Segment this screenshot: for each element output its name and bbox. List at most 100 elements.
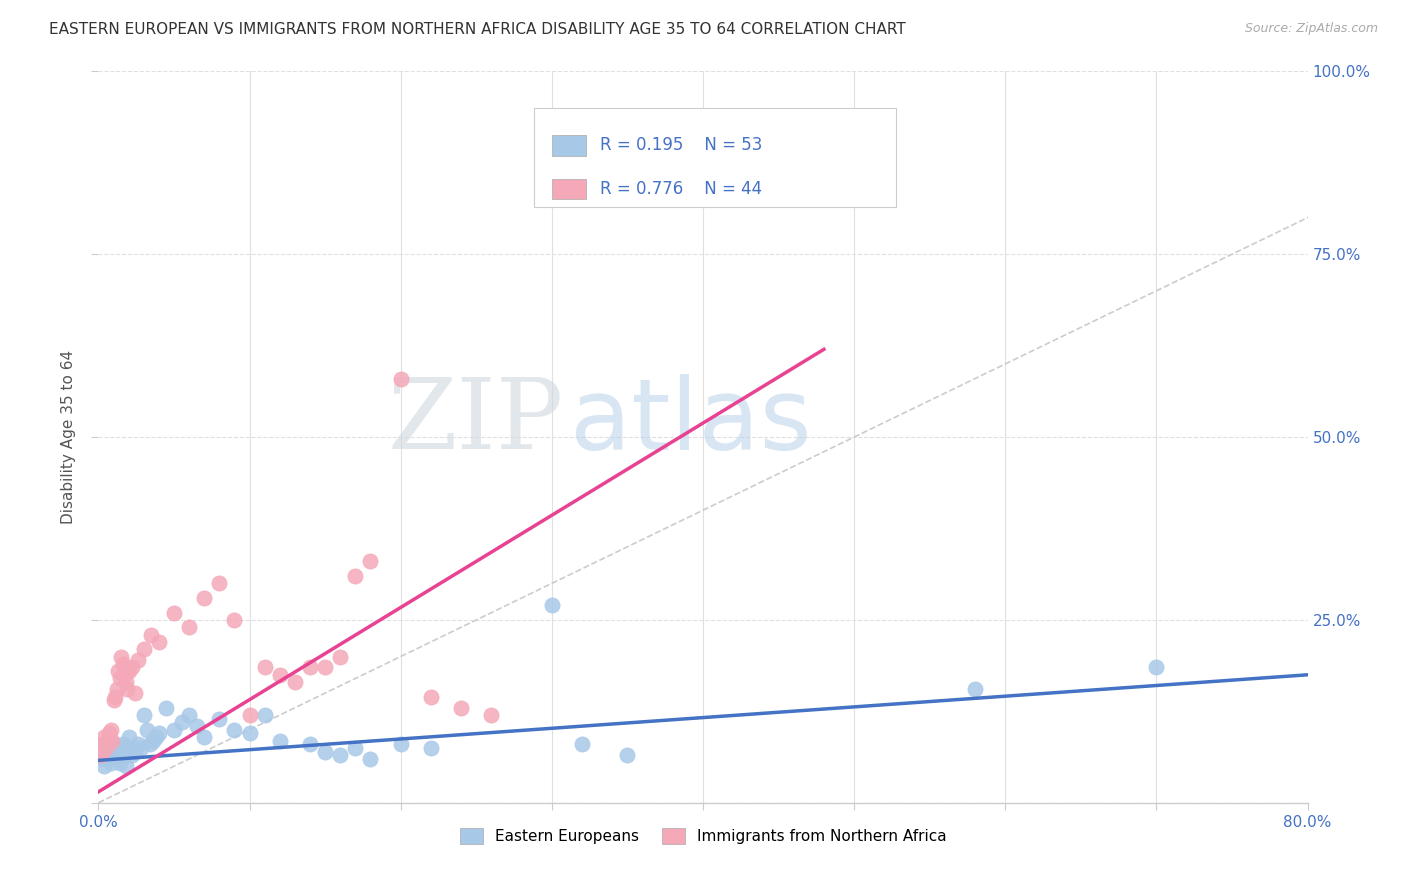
Point [965, 682, 987, 697]
Point [94, 740, 117, 755]
Point [118, 664, 141, 678]
Point [344, 740, 367, 755]
Point [100, 723, 122, 737]
Text: atlas: atlas [569, 374, 811, 471]
Point [193, 591, 215, 605]
Point [450, 700, 472, 714]
Point [111, 657, 134, 671]
Point [179, 620, 201, 634]
Point [89, 745, 111, 759]
Point [115, 740, 138, 755]
Point [1144, 660, 1167, 674]
Point [98, 752, 121, 766]
Point [616, 748, 638, 763]
Point [540, 599, 562, 613]
Point [389, 371, 412, 385]
Point [389, 737, 412, 751]
Point [114, 675, 136, 690]
Point [98, 726, 121, 740]
Point [110, 649, 132, 664]
Bar [534, 108, 897, 207]
Point [314, 660, 336, 674]
Point [186, 719, 208, 733]
Point [89, 740, 111, 755]
Point [208, 576, 231, 591]
Point [269, 733, 291, 747]
Point [111, 737, 134, 751]
Point [253, 660, 276, 674]
Point [114, 759, 136, 773]
Point [420, 740, 443, 755]
Bar [551, 136, 586, 156]
Point [360, 554, 382, 568]
Point [179, 708, 201, 723]
Point [105, 682, 128, 697]
Point [93, 759, 115, 773]
Point [239, 708, 262, 723]
Point [96, 745, 118, 759]
Point [90, 748, 112, 763]
Point [107, 752, 129, 766]
Point [115, 682, 138, 697]
Point [253, 708, 276, 723]
Point [481, 708, 503, 723]
Point [163, 606, 186, 620]
Point [118, 730, 141, 744]
Point [129, 740, 152, 755]
Point [132, 708, 155, 723]
Point [121, 660, 143, 674]
Text: Source: ZipAtlas.com: Source: ZipAtlas.com [1244, 22, 1378, 36]
Point [103, 737, 125, 751]
Point [329, 649, 352, 664]
Point [141, 627, 163, 641]
Point [91, 737, 114, 751]
Legend: Eastern Europeans, Immigrants from Northern Africa: Eastern Europeans, Immigrants from North… [454, 822, 952, 850]
Text: R = 0.776    N = 44: R = 0.776 N = 44 [600, 180, 762, 198]
Point [94, 748, 117, 763]
Point [91, 737, 114, 751]
Point [170, 715, 193, 730]
Point [239, 726, 262, 740]
Point [224, 613, 246, 627]
Point [105, 740, 128, 755]
Point [104, 748, 127, 763]
Point [344, 569, 367, 583]
Point [139, 737, 162, 751]
Point [299, 660, 322, 674]
Point [127, 653, 149, 667]
Point [127, 737, 149, 751]
Point [329, 748, 352, 763]
Point [108, 672, 131, 686]
Point [269, 667, 291, 681]
Point [90, 752, 112, 766]
Point [107, 664, 129, 678]
Point [208, 712, 231, 726]
Y-axis label: Disability Age 35 to 64: Disability Age 35 to 64 [60, 350, 76, 524]
Point [142, 733, 165, 747]
Point [132, 642, 155, 657]
Point [571, 737, 593, 751]
Point [112, 667, 135, 681]
Text: EASTERN EUROPEAN VS IMMIGRANTS FROM NORTHERN AFRICA DISABILITY AGE 35 TO 64 CORR: EASTERN EUROPEAN VS IMMIGRANTS FROM NORT… [49, 22, 905, 37]
Point [224, 723, 246, 737]
Point [163, 723, 186, 737]
Point [93, 730, 115, 744]
Point [360, 752, 382, 766]
Point [124, 745, 146, 759]
Point [193, 730, 215, 744]
Point [135, 723, 157, 737]
Point [420, 690, 443, 704]
Point [112, 748, 135, 763]
Point [314, 745, 336, 759]
Point [104, 690, 127, 704]
Bar [551, 178, 586, 199]
Point [101, 745, 124, 759]
Point [101, 733, 124, 747]
Point [124, 686, 146, 700]
Text: ZIP: ZIP [388, 375, 564, 470]
Point [148, 635, 170, 649]
Point [103, 693, 125, 707]
Text: R = 0.195    N = 53: R = 0.195 N = 53 [600, 136, 762, 154]
Point [121, 748, 143, 763]
Point [155, 700, 177, 714]
